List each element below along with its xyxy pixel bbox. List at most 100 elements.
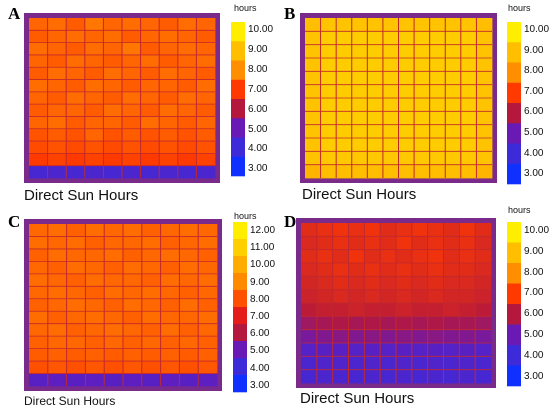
heatmap-cell	[429, 138, 446, 152]
heatmap-cell	[476, 18, 493, 32]
heatmap-cell	[460, 151, 477, 166]
heatmap-cell	[316, 303, 334, 317]
heatmap-cell	[364, 369, 381, 384]
heatmap-cell	[47, 54, 67, 68]
chart-title: Direct Sun Hours	[24, 187, 139, 204]
heatmap-cell	[301, 316, 318, 331]
heatmap-cell	[364, 356, 381, 371]
heatmap-cell	[66, 286, 86, 300]
heatmap-cell	[348, 356, 365, 371]
heatmap-cell	[336, 138, 353, 152]
heatmap-cell	[301, 263, 318, 277]
heatmap-cell	[141, 311, 161, 325]
heatmap-cell	[475, 289, 492, 304]
heatmap-cell	[179, 261, 199, 275]
heatmap-cell	[196, 104, 216, 117]
heatmap-cell	[103, 104, 123, 117]
heatmap-cell	[29, 373, 49, 387]
heatmap-cell	[140, 79, 160, 93]
heatmap-cell	[336, 98, 353, 112]
heatmap-cell	[47, 373, 67, 387]
heatmap-cell	[332, 236, 349, 251]
heatmap-cell	[476, 98, 493, 112]
heatmap-c	[24, 219, 222, 391]
heatmap-cell	[475, 223, 492, 237]
heatmap-cell	[398, 31, 415, 46]
heatmap-cell	[459, 263, 476, 277]
chart-title: Direct Sun Hours	[24, 394, 116, 408]
heatmap-cell	[429, 164, 446, 179]
color-legend-c	[233, 222, 247, 393]
legend-tick-label: 3.00	[248, 163, 268, 175]
heatmap-cell	[66, 18, 86, 31]
heatmap-cell	[364, 236, 381, 251]
heatmap-cell	[84, 79, 104, 93]
heatmap-cell	[364, 289, 381, 304]
heatmap-cell	[398, 58, 415, 72]
panel-label: C	[8, 212, 21, 231]
heatmap-cell	[445, 44, 462, 59]
heatmap-cell	[380, 249, 397, 264]
heatmap-cell	[196, 54, 216, 68]
heatmap-cell	[66, 224, 86, 237]
heatmap-cell	[427, 276, 444, 291]
heatmap-cell	[141, 248, 161, 262]
heatmap-cell	[459, 369, 476, 384]
heatmap-cell	[351, 84, 368, 99]
heatmap-cell	[414, 111, 431, 126]
heatmap-cell	[367, 164, 384, 179]
heatmap-cell	[398, 44, 415, 59]
legend-tick-label: 5.00	[524, 329, 544, 340]
heatmap-cell	[47, 224, 67, 237]
heatmap-cell	[198, 336, 218, 350]
heatmap-cell	[104, 236, 124, 250]
heatmap-cell	[122, 42, 141, 56]
heatmap-cell	[160, 323, 180, 337]
heatmap-cell	[351, 164, 368, 179]
heatmap-cell	[398, 151, 415, 166]
heatmap-cell	[160, 348, 180, 362]
legend-tick-label: 11.00	[250, 242, 275, 254]
heatmap-cell	[103, 79, 123, 93]
heatmap-cell	[411, 316, 429, 331]
heatmap-cell	[348, 263, 365, 277]
heatmap-cell	[66, 361, 86, 374]
heatmap-cell	[123, 298, 143, 312]
color-legend-b	[507, 22, 521, 185]
heatmap-cell	[336, 44, 353, 59]
heatmap-cell	[445, 124, 462, 139]
heatmap-cell	[301, 369, 318, 384]
heatmap-cell	[66, 153, 86, 167]
heatmap-cell	[103, 30, 123, 44]
heatmap-cell	[29, 261, 49, 275]
heatmap-cell	[411, 303, 429, 317]
heatmap-cell	[84, 116, 104, 130]
heatmap-cell	[159, 79, 179, 93]
heatmap-cell	[123, 311, 143, 325]
heatmap-cell	[475, 316, 492, 331]
heatmap-cell	[179, 311, 199, 325]
heatmap-cell	[443, 329, 460, 344]
heatmap-cell	[198, 261, 218, 275]
heatmap-cell	[160, 361, 180, 374]
heatmap-cell	[336, 71, 353, 86]
heatmap-cell	[364, 303, 381, 317]
heatmap-cell	[411, 329, 429, 344]
heatmap-cell	[320, 111, 337, 126]
heatmap-cell	[196, 141, 216, 154]
color-legend-d	[507, 222, 521, 387]
legend-tick-label: 9.00	[524, 245, 544, 257]
heatmap-cell	[445, 98, 462, 112]
heatmap-cell	[159, 67, 179, 80]
heatmap-cell	[196, 30, 216, 44]
heatmap-cell	[320, 151, 337, 166]
heatmap-cell	[445, 31, 462, 46]
heatmap-cell	[196, 165, 216, 179]
heatmap-cell	[141, 348, 161, 362]
heatmap-cell	[198, 373, 218, 387]
heatmap-cell	[47, 323, 67, 337]
heatmap-cell	[123, 286, 143, 300]
heatmap-cell	[475, 329, 492, 344]
heatmap-cell	[443, 316, 460, 331]
heatmap-cell	[427, 303, 444, 317]
